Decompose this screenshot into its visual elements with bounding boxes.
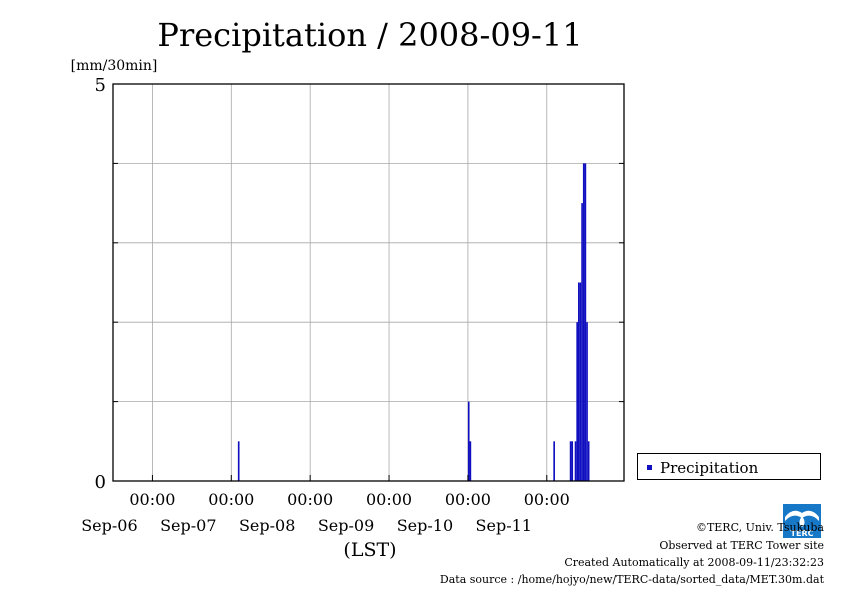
logo-text: TERC bbox=[791, 529, 814, 538]
precip-bar bbox=[579, 282, 582, 481]
precip-bar bbox=[553, 441, 555, 481]
precip-bar bbox=[577, 282, 580, 481]
y-tick-label: 5 bbox=[95, 75, 106, 96]
x-tick-date-label: Sep-09 bbox=[318, 516, 374, 535]
chart-title: Precipitation / 2008-09-11 bbox=[157, 16, 582, 54]
precip-bar bbox=[569, 441, 572, 481]
x-tick-date-label: Sep-08 bbox=[239, 516, 295, 535]
x-tick-date-label: Sep-07 bbox=[160, 516, 216, 535]
x-tick-time-label: 00:00 bbox=[445, 490, 491, 509]
precip-bar bbox=[587, 441, 590, 481]
precip-bar bbox=[237, 441, 240, 481]
legend-swatch bbox=[647, 465, 652, 470]
precip-bar bbox=[586, 322, 588, 481]
credit-source: Data source : /home/hojyo/new/TERC-data/… bbox=[439, 573, 824, 586]
precip-bar bbox=[576, 322, 578, 481]
x-tick-date-label: Sep-06 bbox=[81, 516, 137, 535]
x-tick-time-label: 00:00 bbox=[129, 490, 175, 509]
x-axis-label: (LST) bbox=[343, 539, 396, 561]
credit-created: Created Automatically at 2008-09-11/23:3… bbox=[564, 556, 824, 569]
precip-bar bbox=[571, 441, 574, 481]
grid bbox=[113, 84, 624, 481]
y-axis-label: [mm/30min] bbox=[71, 58, 158, 74]
x-tick-time-label: 00:00 bbox=[524, 490, 570, 509]
plot-frame bbox=[112, 83, 625, 482]
x-tick-date-label: Sep-10 bbox=[397, 516, 453, 535]
x-tick-time-label: 00:00 bbox=[366, 490, 412, 509]
legend: Precipitation bbox=[637, 453, 821, 480]
legend-label-precipitation: Precipitation bbox=[660, 459, 759, 477]
precip-bar bbox=[582, 163, 585, 481]
precip-bar bbox=[584, 163, 587, 481]
credit-org: ©TERC, Univ. Tsukuba bbox=[695, 521, 824, 534]
terc-logo-icon: TERC bbox=[783, 504, 821, 538]
credit-site: Observed at TERC Tower site bbox=[659, 539, 824, 552]
x-tick-time-label: 00:00 bbox=[208, 490, 254, 509]
precip-bar bbox=[469, 441, 472, 481]
x-tick-date-label: Sep-11 bbox=[476, 516, 532, 535]
precip-bar bbox=[581, 203, 583, 481]
precip-bar bbox=[467, 401, 470, 481]
y-tick-label: 0 bbox=[95, 472, 106, 493]
bars bbox=[237, 163, 590, 481]
ticks: 0 5 00:00 Sep-06 00:00 Sep-07 00:00 Sep-08 00:00… bbox=[81, 75, 624, 535]
precip-bar bbox=[574, 441, 577, 481]
x-tick-time-label: 00:00 bbox=[287, 490, 333, 509]
